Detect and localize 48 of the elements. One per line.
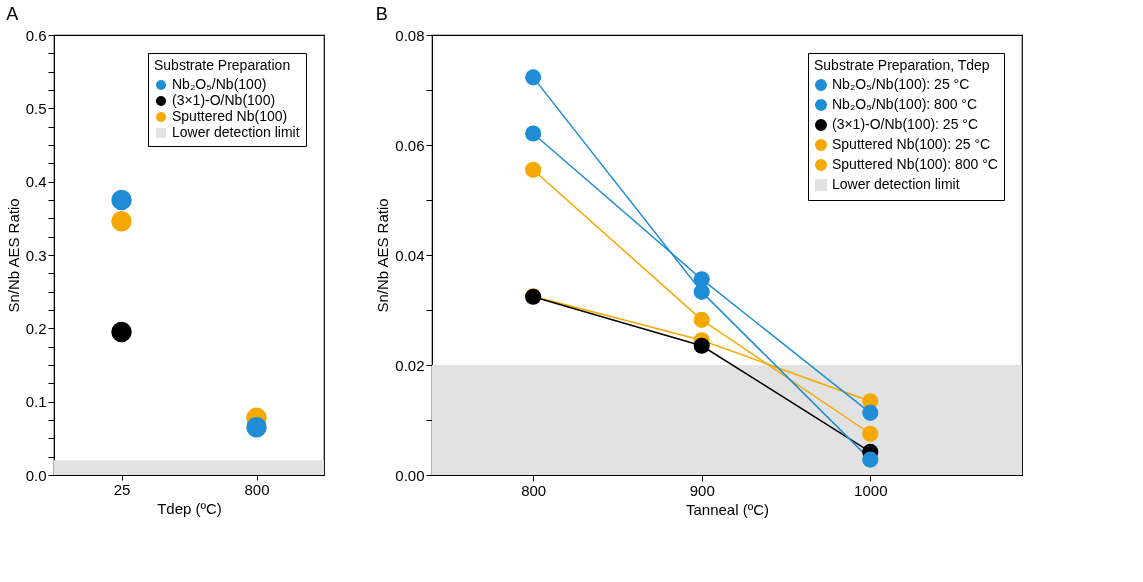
point — [862, 404, 879, 421]
legend-title: Substrate Preparation, Tdep — [814, 57, 990, 73]
legend-label: Lower detection limit — [832, 176, 960, 192]
y-tick-label: 0.5 — [25, 99, 47, 117]
legend-label: (3×1)-O/Nb(100): 25 °C — [832, 116, 979, 132]
chart-title: A — [6, 4, 19, 24]
legend-title: Substrate Preparation — [154, 57, 291, 73]
legend-label: Sputtered Nb(100) — [172, 108, 288, 124]
x-axis-title: Tdep (ºC) — [157, 499, 222, 517]
y-tick-label: 0.6 — [25, 26, 47, 44]
legend-label: Nb₂O₅/Nb(100): 25 °C — [832, 76, 970, 92]
y-axis-title: Sn/Nb AES Ratio — [4, 198, 22, 313]
point — [525, 161, 542, 178]
point — [693, 311, 710, 328]
legend-label: Lower detection limit — [172, 124, 300, 140]
y-tick-label: 0.02 — [395, 356, 425, 374]
y-tick-label: 0.04 — [395, 246, 425, 264]
y-tick-label: 0.06 — [395, 136, 425, 154]
legend-label: Nb₂O₅/Nb(100) — [172, 76, 267, 92]
point — [862, 451, 879, 468]
point — [862, 425, 879, 442]
legend-label: Sputtered Nb(100): 25 °C — [832, 136, 991, 152]
y-tick-label: 0.08 — [395, 26, 425, 44]
point — [693, 283, 710, 300]
y-axis-title: Sn/Nb AES Ratio — [374, 198, 392, 313]
point — [525, 125, 542, 142]
point — [111, 211, 132, 232]
x-tick-label: 1000 — [854, 481, 888, 499]
y-tick-label: 0.4 — [25, 173, 47, 191]
x-tick-label: 800 — [521, 481, 547, 499]
y-tick-label: 0.00 — [395, 466, 425, 484]
x-tick-label: 800 — [244, 480, 270, 498]
chart-title: B — [375, 4, 388, 24]
y-tick-label: 0.2 — [25, 319, 47, 337]
legend-label: Nb₂O₅/Nb(100): 800 °C — [832, 96, 978, 112]
x-tick-label: 25 — [113, 480, 131, 498]
legend-label: Sputtered Nb(100): 800 °C — [832, 156, 998, 172]
x-axis-title: Tanneal (ºC) — [685, 500, 770, 518]
y-tick-label: 0.3 — [25, 246, 47, 264]
point — [246, 417, 267, 438]
point — [111, 321, 132, 343]
point — [525, 69, 542, 86]
legend-label: (3×1)-O/Nb(100) — [172, 92, 276, 108]
y-tick-label: 0.1 — [25, 393, 47, 411]
x-tick-label: 900 — [689, 481, 715, 499]
point — [693, 337, 710, 354]
y-tick-label: 0.0 — [25, 466, 47, 484]
point — [111, 189, 132, 211]
